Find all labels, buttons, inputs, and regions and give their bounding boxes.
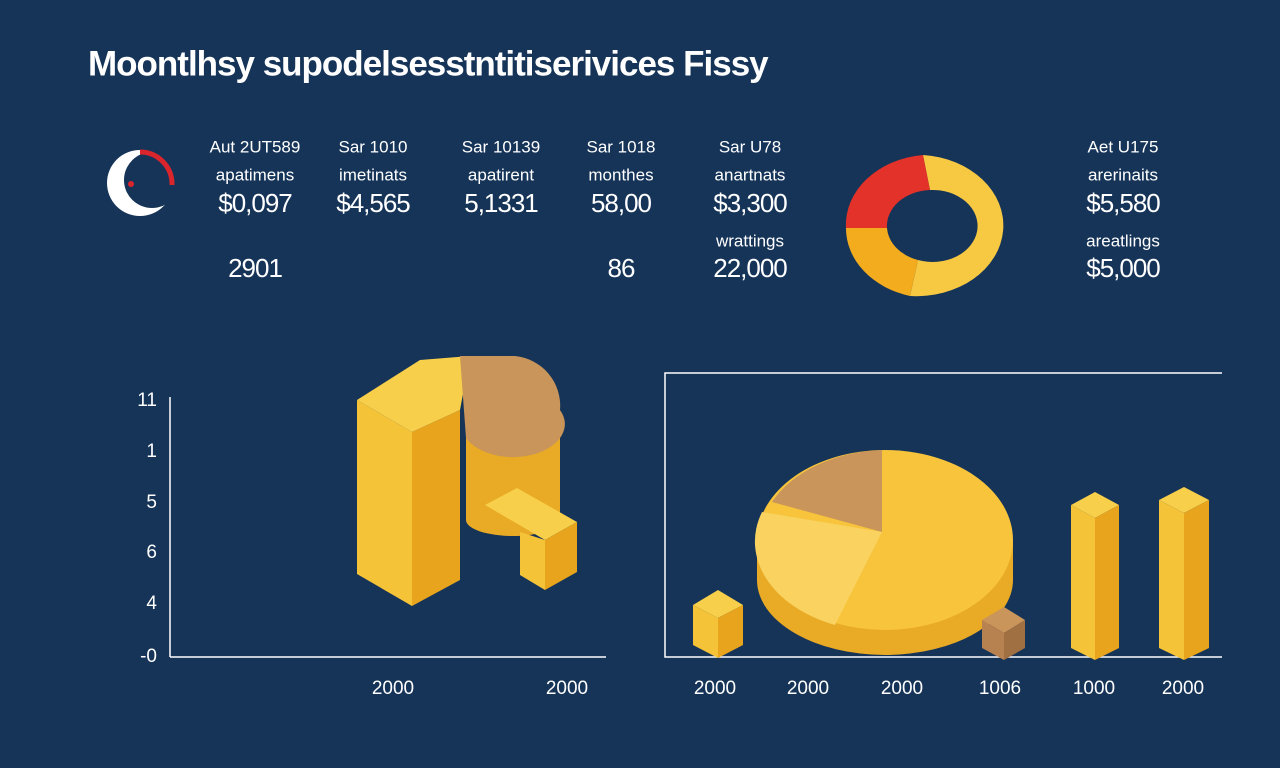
- donut-slice: [845, 228, 918, 296]
- small-cube-top: [982, 607, 1025, 633]
- stat-extra-value: 22,000: [713, 253, 787, 283]
- stat-label: Aut 2UT589: [210, 137, 301, 156]
- stat-value: $4,565: [336, 188, 410, 218]
- x-tick-label: 2000: [372, 678, 414, 699]
- y-tick-label: 6: [146, 542, 157, 563]
- stat-label: Sar 10139: [462, 137, 540, 156]
- logo-icon: [107, 149, 180, 216]
- stat-sub: arerinaits: [1088, 165, 1158, 184]
- x-tick-label: 2000: [546, 678, 588, 699]
- cylinder-top: [460, 356, 565, 458]
- stat-sub: apatirent: [468, 165, 534, 184]
- right-frame: [664, 372, 1222, 658]
- pie-slice: [754, 512, 882, 625]
- y-tick-label: 4: [146, 593, 157, 614]
- stat-sub: monthes: [588, 165, 653, 184]
- stat-value: 58,00: [591, 188, 652, 218]
- stat-value: $5,580: [1086, 188, 1160, 218]
- stat-label: Sar 1018: [587, 137, 656, 156]
- right-shapes: [693, 450, 1209, 660]
- bar-side: [1184, 500, 1209, 660]
- logo-dot: [128, 181, 134, 187]
- donut-chart: [845, 155, 1004, 297]
- stat-value: $3,300: [713, 188, 787, 218]
- small-cube-face: [982, 620, 1004, 660]
- cube-top: [485, 488, 577, 540]
- bar-side: [1095, 505, 1119, 660]
- y-tick-label: 5: [146, 492, 157, 513]
- x-tick-label: 2000: [694, 678, 736, 699]
- x-tick-label: 1006: [979, 678, 1021, 699]
- bar-face: [1159, 500, 1184, 660]
- block-face: [357, 400, 412, 606]
- cube-face: [520, 532, 545, 590]
- x-tick-label: 2000: [1162, 678, 1204, 699]
- stat-extra-value: 86: [608, 253, 635, 283]
- donut-slice: [910, 155, 1004, 297]
- x-tick-label: 2000: [881, 678, 923, 699]
- cube-face: [693, 605, 718, 658]
- stat-value: $0,097: [218, 188, 292, 218]
- small-cube-side: [1004, 620, 1025, 660]
- stat-extra-value: $5,000: [1086, 253, 1160, 283]
- logo-arc: [139, 149, 175, 186]
- cube-side: [718, 605, 743, 658]
- pie-slice: [772, 450, 882, 532]
- cube-top: [693, 590, 743, 618]
- stat-extra-value: 2901: [228, 253, 282, 283]
- stat-sub: anartnats: [715, 165, 786, 184]
- stat-label: Sar U78: [719, 137, 781, 156]
- left-shapes: [357, 356, 577, 606]
- stat-sub: imetinats: [339, 165, 407, 184]
- stat-sub: apatimens: [216, 165, 294, 184]
- title: Moontlhsy supodelsesstntitiserivices Fis…: [88, 44, 769, 83]
- x-tick-label: 2000: [787, 678, 829, 699]
- bar-face: [1071, 505, 1095, 660]
- x-tick-label: 1000: [1073, 678, 1115, 699]
- y-tick-label: -0: [140, 646, 157, 667]
- block-top: [357, 356, 470, 432]
- y-tick-label: 1: [146, 441, 157, 462]
- cube-side: [545, 522, 577, 590]
- donut-slice: [845, 155, 930, 228]
- stat-extra-label: wrattings: [715, 231, 784, 250]
- block-side: [412, 410, 460, 606]
- stat-label: Sar 1010: [339, 137, 408, 156]
- stat-value: 5,1331: [464, 188, 538, 218]
- stat-label: Aet U175: [1088, 137, 1159, 156]
- stat-extra-label: areatlings: [1086, 231, 1160, 250]
- y-tick-label: 11: [137, 390, 157, 411]
